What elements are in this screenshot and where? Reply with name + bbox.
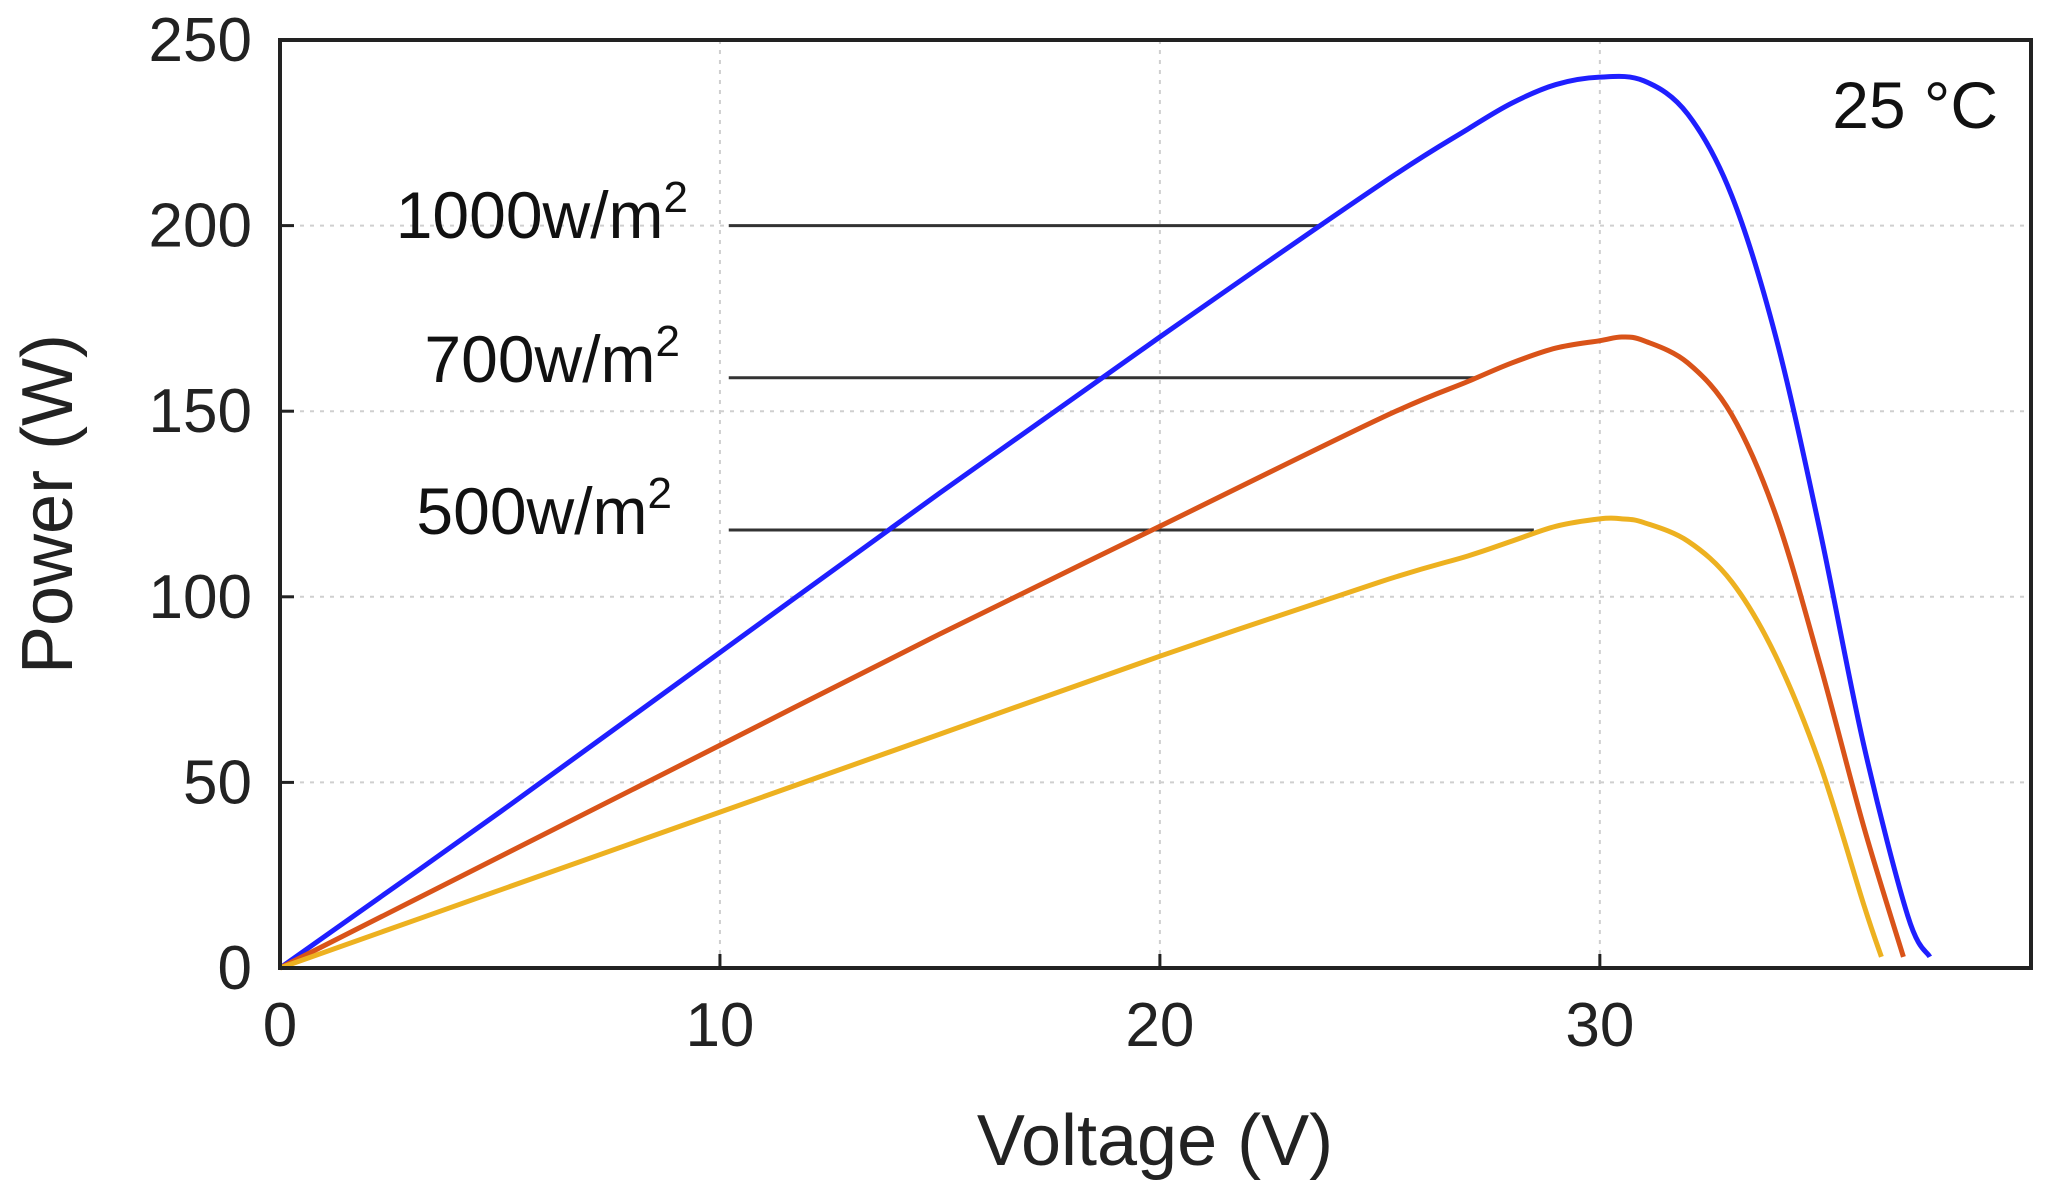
x-tick-label: 30: [1565, 991, 1634, 1060]
series-label-700-base: 700w/m: [424, 322, 655, 396]
series-label-1000: 1000w/m2: [396, 173, 688, 252]
series-label-500-sup: 2: [648, 469, 672, 518]
series-line: [278, 334, 1906, 971]
series-label-500: 500w/m2: [416, 469, 672, 548]
x-tick-label: 20: [1125, 991, 1194, 1060]
x-axis-title: Voltage (V): [977, 1101, 1333, 1181]
irradiance-reference-lines: [728, 224, 1534, 532]
axis-ticks: 0 10 20 30 0 50 100 150 200 250: [149, 6, 1635, 1060]
y-tick-label: 250: [149, 6, 252, 75]
y-tick-label: 100: [149, 563, 252, 632]
plot-frame: [278, 38, 2033, 970]
y-tick-label: 200: [149, 192, 252, 261]
y-axis-title: Power (W): [8, 334, 88, 674]
series-lines: [278, 73, 1933, 971]
x-tick-label: 10: [685, 991, 754, 1060]
series-label-1000-base: 1000w/m: [396, 178, 664, 252]
y-tick-label: 0: [218, 934, 252, 1003]
temperature-annotation: 25 °C: [1832, 68, 1998, 142]
series-line: [278, 73, 1933, 971]
y-tick-label: 50: [183, 748, 252, 817]
series-line: [279, 515, 1884, 971]
series-label-500-base: 500w/m: [416, 474, 647, 548]
series-label-1000-sup: 2: [664, 173, 688, 222]
series-label-700-sup: 2: [656, 317, 680, 366]
series-label-700: 700w/m2: [424, 317, 680, 396]
x-tick-label: 0: [263, 991, 297, 1060]
y-tick-label: 150: [149, 377, 252, 446]
